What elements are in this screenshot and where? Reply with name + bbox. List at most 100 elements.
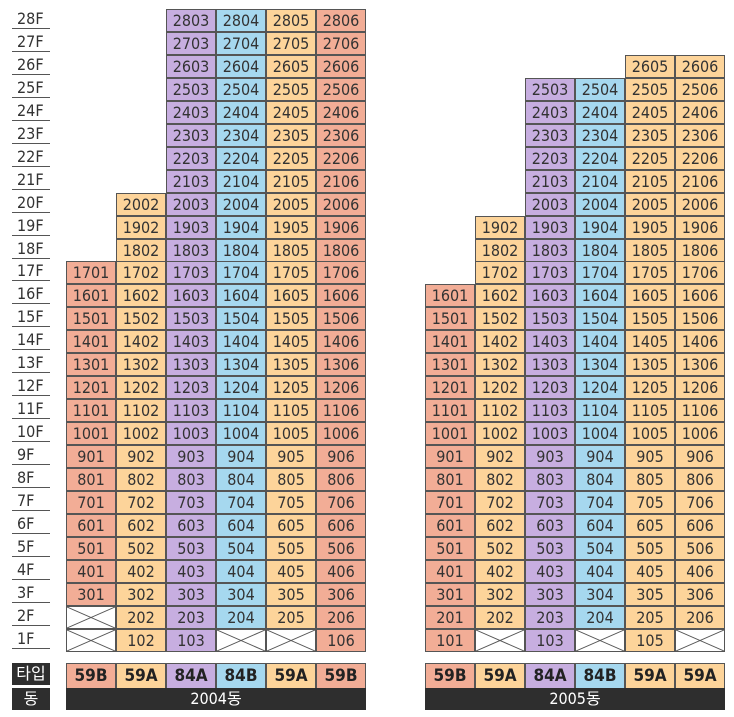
unit-cell: 505 — [266, 536, 316, 560]
unit-cell: 2104 — [575, 169, 625, 193]
unit-cell: 1102 — [116, 399, 166, 423]
empty-unit-cell — [66, 628, 116, 652]
empty-unit-cell — [475, 628, 525, 652]
unit-cell: 1502 — [116, 307, 166, 331]
unit-cell: 2503 — [166, 77, 216, 101]
unit-cell: 2403 — [166, 100, 216, 124]
unit-cell: 2406 — [675, 100, 725, 124]
unit-cell: 1301 — [66, 353, 116, 377]
unit-cell: 303 — [166, 582, 216, 606]
unit-type-cell: 59A — [675, 663, 725, 689]
unit-cell: 605 — [625, 513, 675, 537]
unit-cell: 803 — [525, 468, 575, 491]
unit-cell: 806 — [316, 468, 366, 491]
unit-cell: 2504 — [216, 77, 266, 101]
unit-cell: 1602 — [116, 284, 166, 308]
unit-cell: 1803 — [166, 238, 216, 262]
unit-cell: 1903 — [525, 215, 575, 239]
empty-unit-cross-icon — [476, 629, 524, 651]
unit-cell: 406 — [675, 559, 725, 583]
unit-cell: 1606 — [675, 284, 725, 308]
unit-cell: 502 — [116, 536, 166, 560]
unit-cell: 1402 — [475, 330, 525, 354]
unit-type-cell: 59B — [66, 663, 116, 689]
unit-type-cell: 84A — [166, 663, 216, 689]
unit-cell: 603 — [166, 513, 216, 537]
unit-cell: 702 — [116, 490, 166, 514]
unit-cell: 2304 — [216, 123, 266, 147]
unit-cell: 2604 — [216, 54, 266, 78]
unit-cell: 1203 — [166, 376, 216, 400]
unit-cell: 2606 — [675, 54, 725, 78]
unit-cell: 1405 — [266, 330, 316, 354]
floor-label: 2F — [12, 606, 50, 626]
unit-cell: 1205 — [266, 376, 316, 400]
unit-cell: 1301 — [425, 353, 475, 377]
unit-cell: 1205 — [625, 376, 675, 400]
empty-unit-cell — [216, 628, 266, 652]
unit-cell: 1201 — [66, 376, 116, 400]
unit-cell: 1704 — [216, 261, 266, 285]
floor-label: 20F — [12, 193, 50, 213]
unit-cell: 2103 — [525, 169, 575, 193]
unit-cell: 1305 — [266, 353, 316, 377]
floor-label: 3F — [12, 583, 50, 603]
unit-cell: 103 — [166, 628, 216, 652]
unit-cell: 1806 — [675, 238, 725, 262]
floor-label: 9F — [12, 445, 50, 466]
unit-cell: 1702 — [475, 261, 525, 285]
unit-cell: 705 — [625, 490, 675, 514]
unit-cell: 2503 — [525, 77, 575, 101]
unit-cell: 606 — [316, 513, 366, 537]
unit-cell: 1904 — [575, 215, 625, 239]
unit-cell: 2306 — [316, 123, 366, 147]
unit-cell: 804 — [575, 468, 625, 491]
unit-cell: 2004 — [216, 192, 266, 216]
unit-cell: 301 — [425, 582, 475, 606]
unit-cell: 903 — [525, 445, 575, 469]
unit-cell: 1603 — [166, 284, 216, 308]
unit-cell: 701 — [425, 490, 475, 514]
unit-cell: 1601 — [66, 284, 116, 308]
unit-cell: 2105 — [266, 169, 316, 193]
unit-cell: 2106 — [316, 169, 366, 193]
unit-cell: 604 — [575, 513, 625, 537]
unit-cell: 301 — [66, 582, 116, 606]
unit-cell: 2003 — [525, 192, 575, 216]
unit-cell: 404 — [216, 559, 266, 583]
floor-label: 10F — [12, 422, 50, 443]
unit-cell: 2003 — [166, 192, 216, 216]
unit-cell: 801 — [425, 468, 475, 491]
unit-cell: 906 — [675, 445, 725, 469]
unit-cell: 1805 — [625, 238, 675, 262]
unit-cell: 2305 — [266, 123, 316, 147]
unit-cell: 1001 — [425, 422, 475, 446]
unit-cell: 2406 — [316, 100, 366, 124]
floor-label: 22F — [12, 147, 50, 167]
unit-cell: 1004 — [575, 422, 625, 446]
unit-cell: 1006 — [675, 422, 725, 446]
unit-cell: 1406 — [675, 330, 725, 354]
unit-cell: 1002 — [475, 422, 525, 446]
unit-type-cell: 84A — [525, 663, 575, 689]
unit-cell: 904 — [575, 445, 625, 469]
unit-cell: 2705 — [266, 31, 316, 55]
empty-unit-cell — [675, 628, 725, 652]
unit-cell: 1906 — [316, 215, 366, 239]
floor-label: 27F — [12, 32, 50, 52]
unit-cell: 1104 — [575, 399, 625, 423]
unit-cell: 1006 — [316, 422, 366, 446]
unit-cell: 1506 — [316, 307, 366, 331]
unit-cell: 1403 — [525, 330, 575, 354]
unit-cell: 1706 — [316, 261, 366, 285]
unit-cell: 1504 — [575, 307, 625, 331]
unit-type-cell: 59A — [116, 663, 166, 689]
empty-unit-cross-icon — [576, 629, 624, 651]
unit-cell: 1804 — [575, 238, 625, 262]
unit-cell: 1101 — [66, 399, 116, 423]
unit-cell: 1303 — [525, 353, 575, 377]
unit-cell: 1704 — [575, 261, 625, 285]
floor-label: 21F — [12, 170, 50, 190]
unit-cell: 804 — [216, 468, 266, 491]
unit-cell: 203 — [166, 605, 216, 629]
